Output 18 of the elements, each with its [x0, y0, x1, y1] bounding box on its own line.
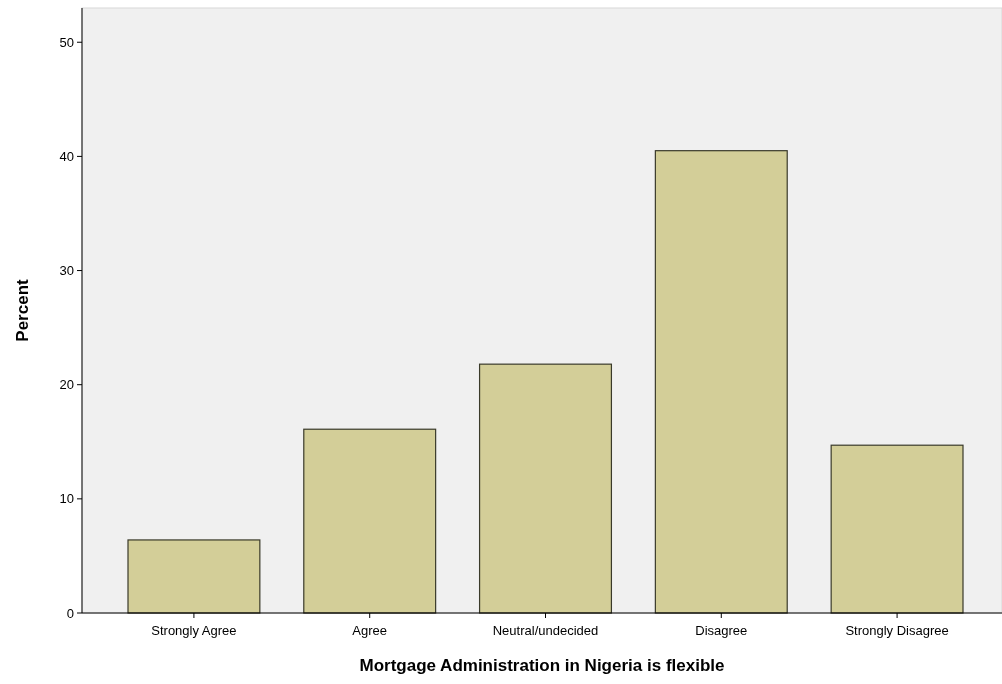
y-tick-label: 0	[66, 605, 74, 621]
x-tick-label: Disagree	[695, 623, 748, 638]
x-tick-label: Strongly Agree	[151, 623, 237, 638]
x-axis-title: Mortgage Administration in Nigeria is flexible	[359, 656, 725, 675]
y-tick-label: 40	[59, 148, 74, 164]
x-tick-label: Strongly Disagree	[845, 623, 949, 638]
bar	[654, 150, 788, 614]
y-axis-title: Percent	[13, 278, 32, 342]
x-tick-label: Agree	[352, 623, 388, 638]
y-tick-label: 30	[59, 263, 74, 279]
y-tick-label: 50	[59, 34, 74, 50]
y-tick-label: 10	[59, 491, 74, 507]
y-tick-label: 20	[59, 377, 74, 393]
bar	[478, 363, 613, 614]
bar	[830, 444, 964, 614]
x-tick-label: Neutral/undecided	[492, 623, 599, 638]
bar	[127, 539, 261, 614]
bar	[303, 428, 437, 614]
